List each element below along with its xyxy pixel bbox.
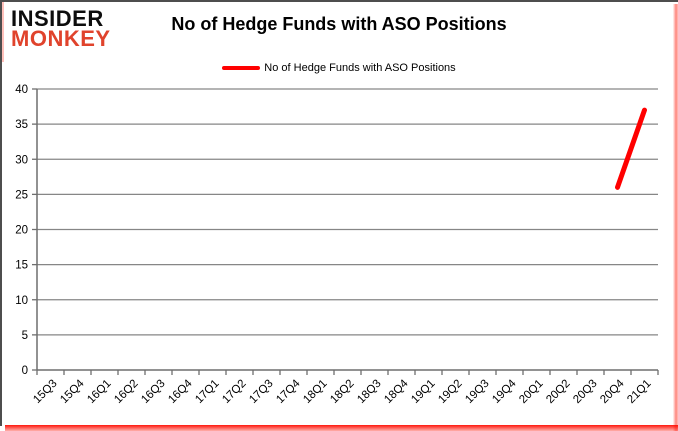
x-tick-label: 20Q3 — [571, 378, 599, 406]
chart-title: No of Hedge Funds with ASO Positions — [171, 14, 507, 34]
y-tick-label: 5 — [22, 330, 28, 342]
legend-label: No of Hedge Funds with ASO Positions — [264, 62, 456, 74]
y-tick-label: 15 — [15, 260, 28, 272]
x-tick-label: 16Q1 — [85, 378, 113, 406]
frame-shadow-bottom — [5, 425, 678, 431]
legend-line-swatch — [222, 66, 261, 70]
x-tick-label: 17Q1 — [193, 378, 221, 406]
insider-monkey-logo: INSIDER MONKEY — [11, 6, 111, 52]
x-tick-label: 19Q2 — [436, 378, 464, 406]
y-tick-label: 10 — [15, 295, 28, 307]
legend: No of Hedge Funds with ASO Positions — [0, 62, 678, 74]
x-tick-label: 19Q3 — [463, 378, 491, 406]
x-tick-label: 20Q2 — [544, 378, 572, 406]
y-tick-label: 25 — [15, 189, 28, 201]
x-tick-label: 16Q3 — [139, 378, 167, 406]
x-tick-label: 18Q4 — [382, 377, 411, 406]
x-tick-label: 20Q1 — [517, 378, 545, 406]
x-tick-label: 17Q3 — [247, 378, 275, 406]
y-tick-label: 35 — [15, 119, 28, 131]
x-tick-label: 16Q2 — [112, 378, 140, 406]
frame-glow-left — [2, 2, 4, 62]
logo-line-insider: INSIDER — [11, 6, 104, 31]
x-tick-label: 18Q2 — [328, 378, 356, 406]
y-tick-label: 30 — [15, 154, 28, 166]
title-row: No of Hedge Funds with ASO Positions — [0, 14, 678, 35]
x-tick-label: 15Q3 — [31, 378, 59, 406]
x-tick-label: 16Q4 — [166, 377, 195, 406]
x-tick-label: 19Q4 — [490, 377, 519, 406]
frame-border-top — [0, 0, 678, 2]
logo-line-monkey: MONKEY — [11, 26, 111, 52]
x-tick-label: 21Q1 — [625, 378, 653, 406]
x-tick-label: 19Q1 — [409, 378, 437, 406]
y-tick-label: 0 — [22, 365, 28, 377]
x-tick-label: 17Q2 — [220, 378, 248, 406]
frame-shadow-right — [673, 4, 678, 431]
x-tick-label: 15Q4 — [58, 377, 87, 406]
y-tick-label: 20 — [15, 225, 28, 237]
y-tick-label: 40 — [15, 84, 28, 96]
x-tick-label: 18Q1 — [301, 378, 329, 406]
x-tick-label: 18Q3 — [355, 378, 383, 406]
x-tick-label: 17Q4 — [274, 377, 303, 406]
x-tick-label: 20Q4 — [598, 377, 627, 406]
series-line — [615, 107, 647, 190]
frame-border-left — [0, 0, 2, 426]
